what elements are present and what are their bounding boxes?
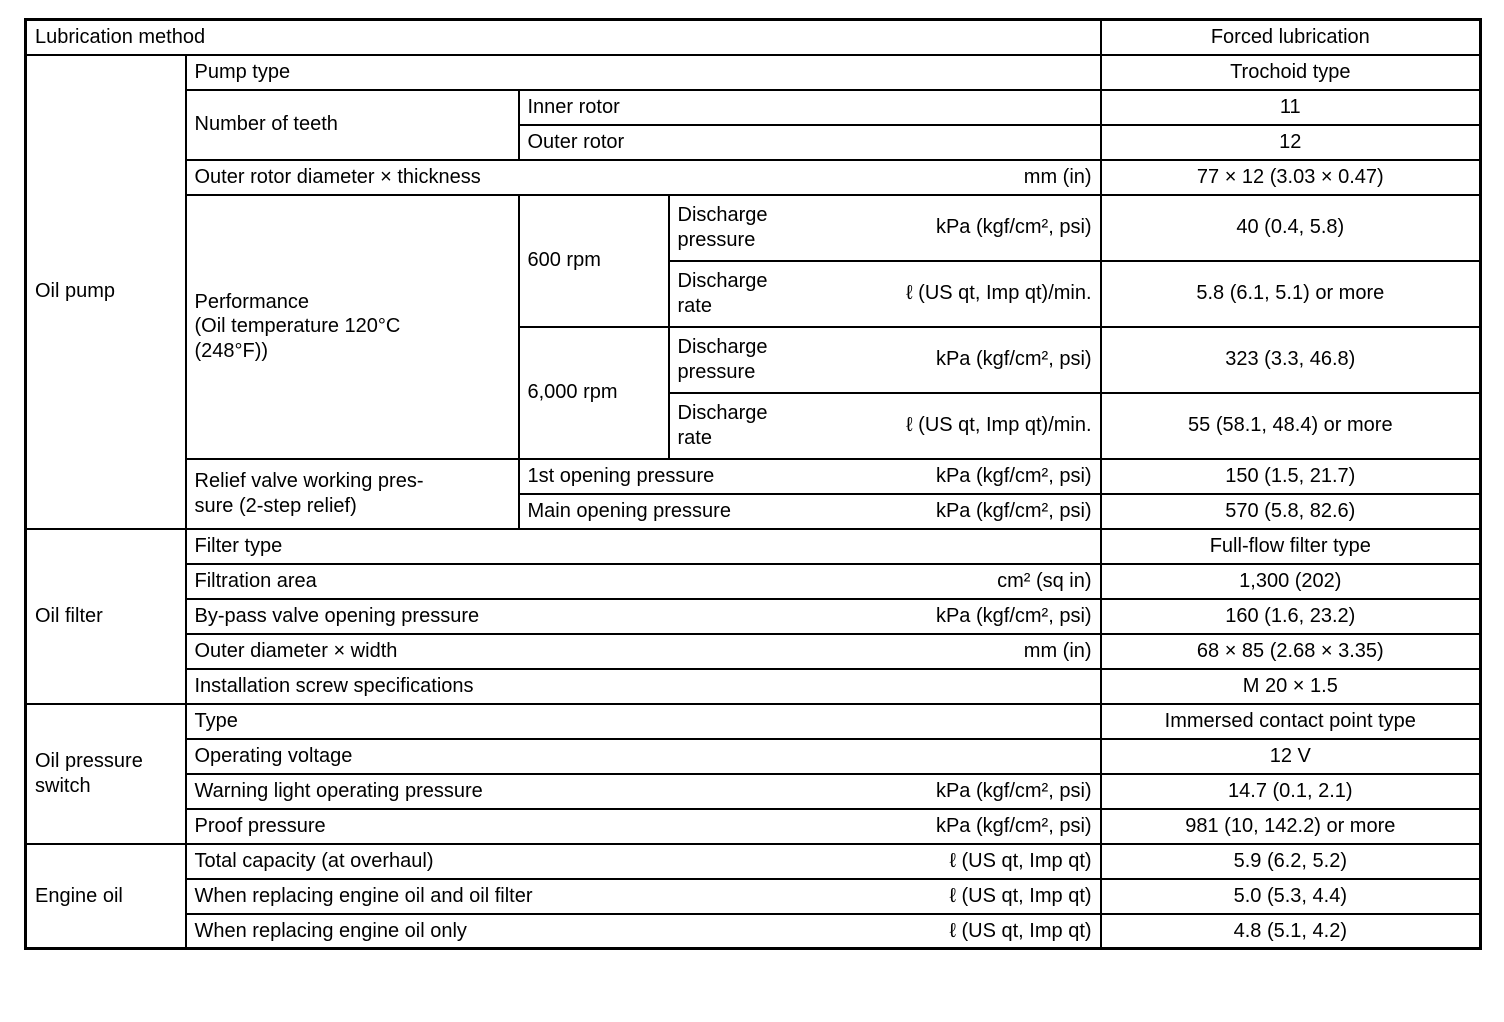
installation-screw-label: Installation screw specifications (184, 667, 1102, 705)
main-opening-pressure-cell: Main opening pressure kPa (kgf/cm², psi) (517, 492, 1102, 530)
outer-diameter-width-cell: Outer diameter × width mm (in) (184, 632, 1102, 670)
first-opening-pressure-value: 150 (1.5, 21.7) (1099, 457, 1482, 495)
outer-rotor-label: Outer rotor (517, 123, 1102, 161)
outer-diameter-width-value: 68 × 85 (2.68 × 3.35) (1099, 632, 1482, 670)
filtration-area-unit: cm² (sq in) (997, 569, 1092, 592)
switch-type-value: Immersed contact point type (1099, 702, 1482, 740)
bypass-valve-value: 160 (1.6, 23.2) (1099, 597, 1482, 635)
first-opening-pressure-unit: kPa (kgf/cm², psi) (935, 464, 1092, 487)
discharge-rate-600-value: 5.8 (6.1, 5.1) or more (1099, 259, 1482, 328)
filter-type-value: Full-flow filter type (1099, 527, 1482, 565)
discharge-rate-600-label: Discharge rate (677, 270, 768, 317)
proof-pressure-unit: kPa (kgf/cm², psi) (935, 814, 1092, 837)
number-of-teeth-label: Number of teeth (184, 88, 520, 161)
total-capacity-label: Total capacity (at overhaul) (194, 849, 434, 872)
warning-light-pressure-label: Warning light operating pressure (194, 779, 483, 802)
pump-type-value: Trochoid type (1099, 53, 1482, 91)
outer-rotor-dimensions-unit: mm (in) (1023, 165, 1092, 188)
total-capacity-cell: Total capacity (at overhaul) ℓ (US qt, I… (184, 842, 1102, 880)
warning-light-pressure-unit: kPa (kgf/cm², psi) (935, 779, 1092, 802)
lubrication-spec-table: Lubrication method Forced lubrication Oi… (24, 18, 1483, 950)
filter-type-label: Filter type (184, 527, 1102, 565)
outer-rotor-value: 12 (1099, 123, 1482, 161)
outer-rotor-dimensions-value: 77 × 12 (3.03 × 0.47) (1099, 158, 1482, 196)
discharge-rate-6000-value: 55 (58.1, 48.4) or more (1099, 391, 1482, 460)
outer-diameter-width-unit: mm (in) (1023, 639, 1092, 662)
discharge-rate-6000-label: Discharge rate (677, 402, 768, 449)
discharge-pressure-600-cell: Discharge pressure kPa (kgf/cm², psi) (667, 193, 1102, 262)
outer-rotor-dimensions-cell: Outer rotor diameter × thickness mm (in) (184, 158, 1102, 196)
replace-oil-only-label: When replacing engine oil only (194, 919, 467, 942)
lubrication-method-value: Forced lubrication (1099, 18, 1482, 56)
discharge-rate-600-unit: ℓ (US qt, Imp qt)/min. (906, 282, 1092, 305)
total-capacity-value: 5.9 (6.2, 5.2) (1099, 842, 1482, 880)
first-opening-pressure-label: 1st opening pressure (527, 464, 715, 487)
filtration-area-value: 1,300 (202) (1099, 562, 1482, 600)
replace-oil-only-cell: When replacing engine oil only ℓ (US qt,… (184, 912, 1102, 950)
outer-rotor-dimensions-label: Outer rotor diameter × thickness (194, 165, 481, 188)
oil-pressure-switch-section-label: Oil pressure switch (24, 702, 187, 845)
discharge-pressure-6000-unit: kPa (kgf/cm², psi) (935, 348, 1092, 371)
operating-voltage-label: Operating voltage (184, 737, 1102, 775)
replace-oil-and-filter-label: When replacing engine oil and oil filter (194, 884, 533, 907)
total-capacity-unit: ℓ (US qt, Imp qt) (949, 849, 1092, 872)
discharge-rate-6000-unit: ℓ (US qt, Imp qt)/min. (906, 414, 1092, 437)
replace-oil-and-filter-value: 5.0 (5.3, 4.4) (1099, 877, 1482, 915)
discharge-pressure-600-unit: kPa (kgf/cm², psi) (935, 216, 1092, 239)
discharge-pressure-6000-label: Discharge pressure (677, 336, 768, 383)
performance-label: Performance (Oil temperature 120°C (248°… (184, 193, 520, 460)
discharge-pressure-600-value: 40 (0.4, 5.8) (1099, 193, 1482, 262)
proof-pressure-cell: Proof pressure kPa (kgf/cm², psi) (184, 807, 1102, 845)
discharge-pressure-600-label: Discharge pressure (677, 204, 768, 251)
discharge-pressure-6000-value: 323 (3.3, 46.8) (1099, 325, 1482, 394)
proof-pressure-label: Proof pressure (194, 814, 326, 837)
discharge-rate-6000-cell: Discharge rate ℓ (US qt, Imp qt)/min. (667, 391, 1102, 460)
filtration-area-cell: Filtration area cm² (sq in) (184, 562, 1102, 600)
main-opening-pressure-value: 570 (5.8, 82.6) (1099, 492, 1482, 530)
pump-type-label: Pump type (184, 53, 1102, 91)
replace-oil-and-filter-unit: ℓ (US qt, Imp qt) (949, 884, 1092, 907)
relief-valve-label: Relief valve working pres- sure (2-step … (184, 457, 520, 530)
discharge-pressure-6000-cell: Discharge pressure kPa (kgf/cm², psi) (667, 325, 1102, 394)
main-opening-pressure-unit: kPa (kgf/cm², psi) (935, 499, 1092, 522)
inner-rotor-label: Inner rotor (517, 88, 1102, 126)
inner-rotor-value: 11 (1099, 88, 1482, 126)
bypass-valve-cell: By-pass valve opening pressure kPa (kgf/… (184, 597, 1102, 635)
oil-filter-section-label: Oil filter (24, 527, 187, 705)
first-opening-pressure-cell: 1st opening pressure kPa (kgf/cm², psi) (517, 457, 1102, 495)
warning-light-pressure-cell: Warning light operating pressure kPa (kg… (184, 772, 1102, 810)
main-opening-pressure-label: Main opening pressure (527, 499, 731, 522)
warning-light-pressure-value: 14.7 (0.1, 2.1) (1099, 772, 1482, 810)
outer-diameter-width-label: Outer diameter × width (194, 639, 398, 662)
filtration-area-label: Filtration area (194, 569, 317, 592)
replace-oil-only-value: 4.8 (5.1, 4.2) (1099, 912, 1482, 950)
oil-pump-section-label: Oil pump (24, 53, 187, 530)
engine-oil-section-label: Engine oil (24, 842, 187, 950)
switch-type-label: Type (184, 702, 1102, 740)
proof-pressure-value: 981 (10, 142.2) or more (1099, 807, 1482, 845)
rpm-6000-label: 6,000 rpm (517, 325, 670, 460)
replace-oil-and-filter-cell: When replacing engine oil and oil filter… (184, 877, 1102, 915)
installation-screw-value: M 20 × 1.5 (1099, 667, 1482, 705)
bypass-valve-unit: kPa (kgf/cm², psi) (935, 604, 1092, 627)
discharge-rate-600-cell: Discharge rate ℓ (US qt, Imp qt)/min. (667, 259, 1102, 328)
replace-oil-only-unit: ℓ (US qt, Imp qt) (949, 919, 1092, 942)
operating-voltage-value: 12 V (1099, 737, 1482, 775)
lubrication-method-label: Lubrication method (24, 18, 1102, 56)
bypass-valve-label: By-pass valve opening pressure (194, 604, 480, 627)
rpm-600-label: 600 rpm (517, 193, 670, 328)
